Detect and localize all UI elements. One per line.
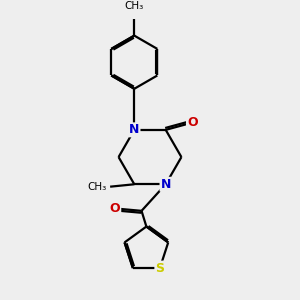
Text: CH₃: CH₃ <box>87 182 106 192</box>
Text: S: S <box>155 262 164 275</box>
Text: O: O <box>187 116 198 129</box>
Text: N: N <box>129 123 140 136</box>
Text: N: N <box>160 178 171 191</box>
Text: CH₃: CH₃ <box>125 2 144 11</box>
Text: O: O <box>110 202 120 215</box>
